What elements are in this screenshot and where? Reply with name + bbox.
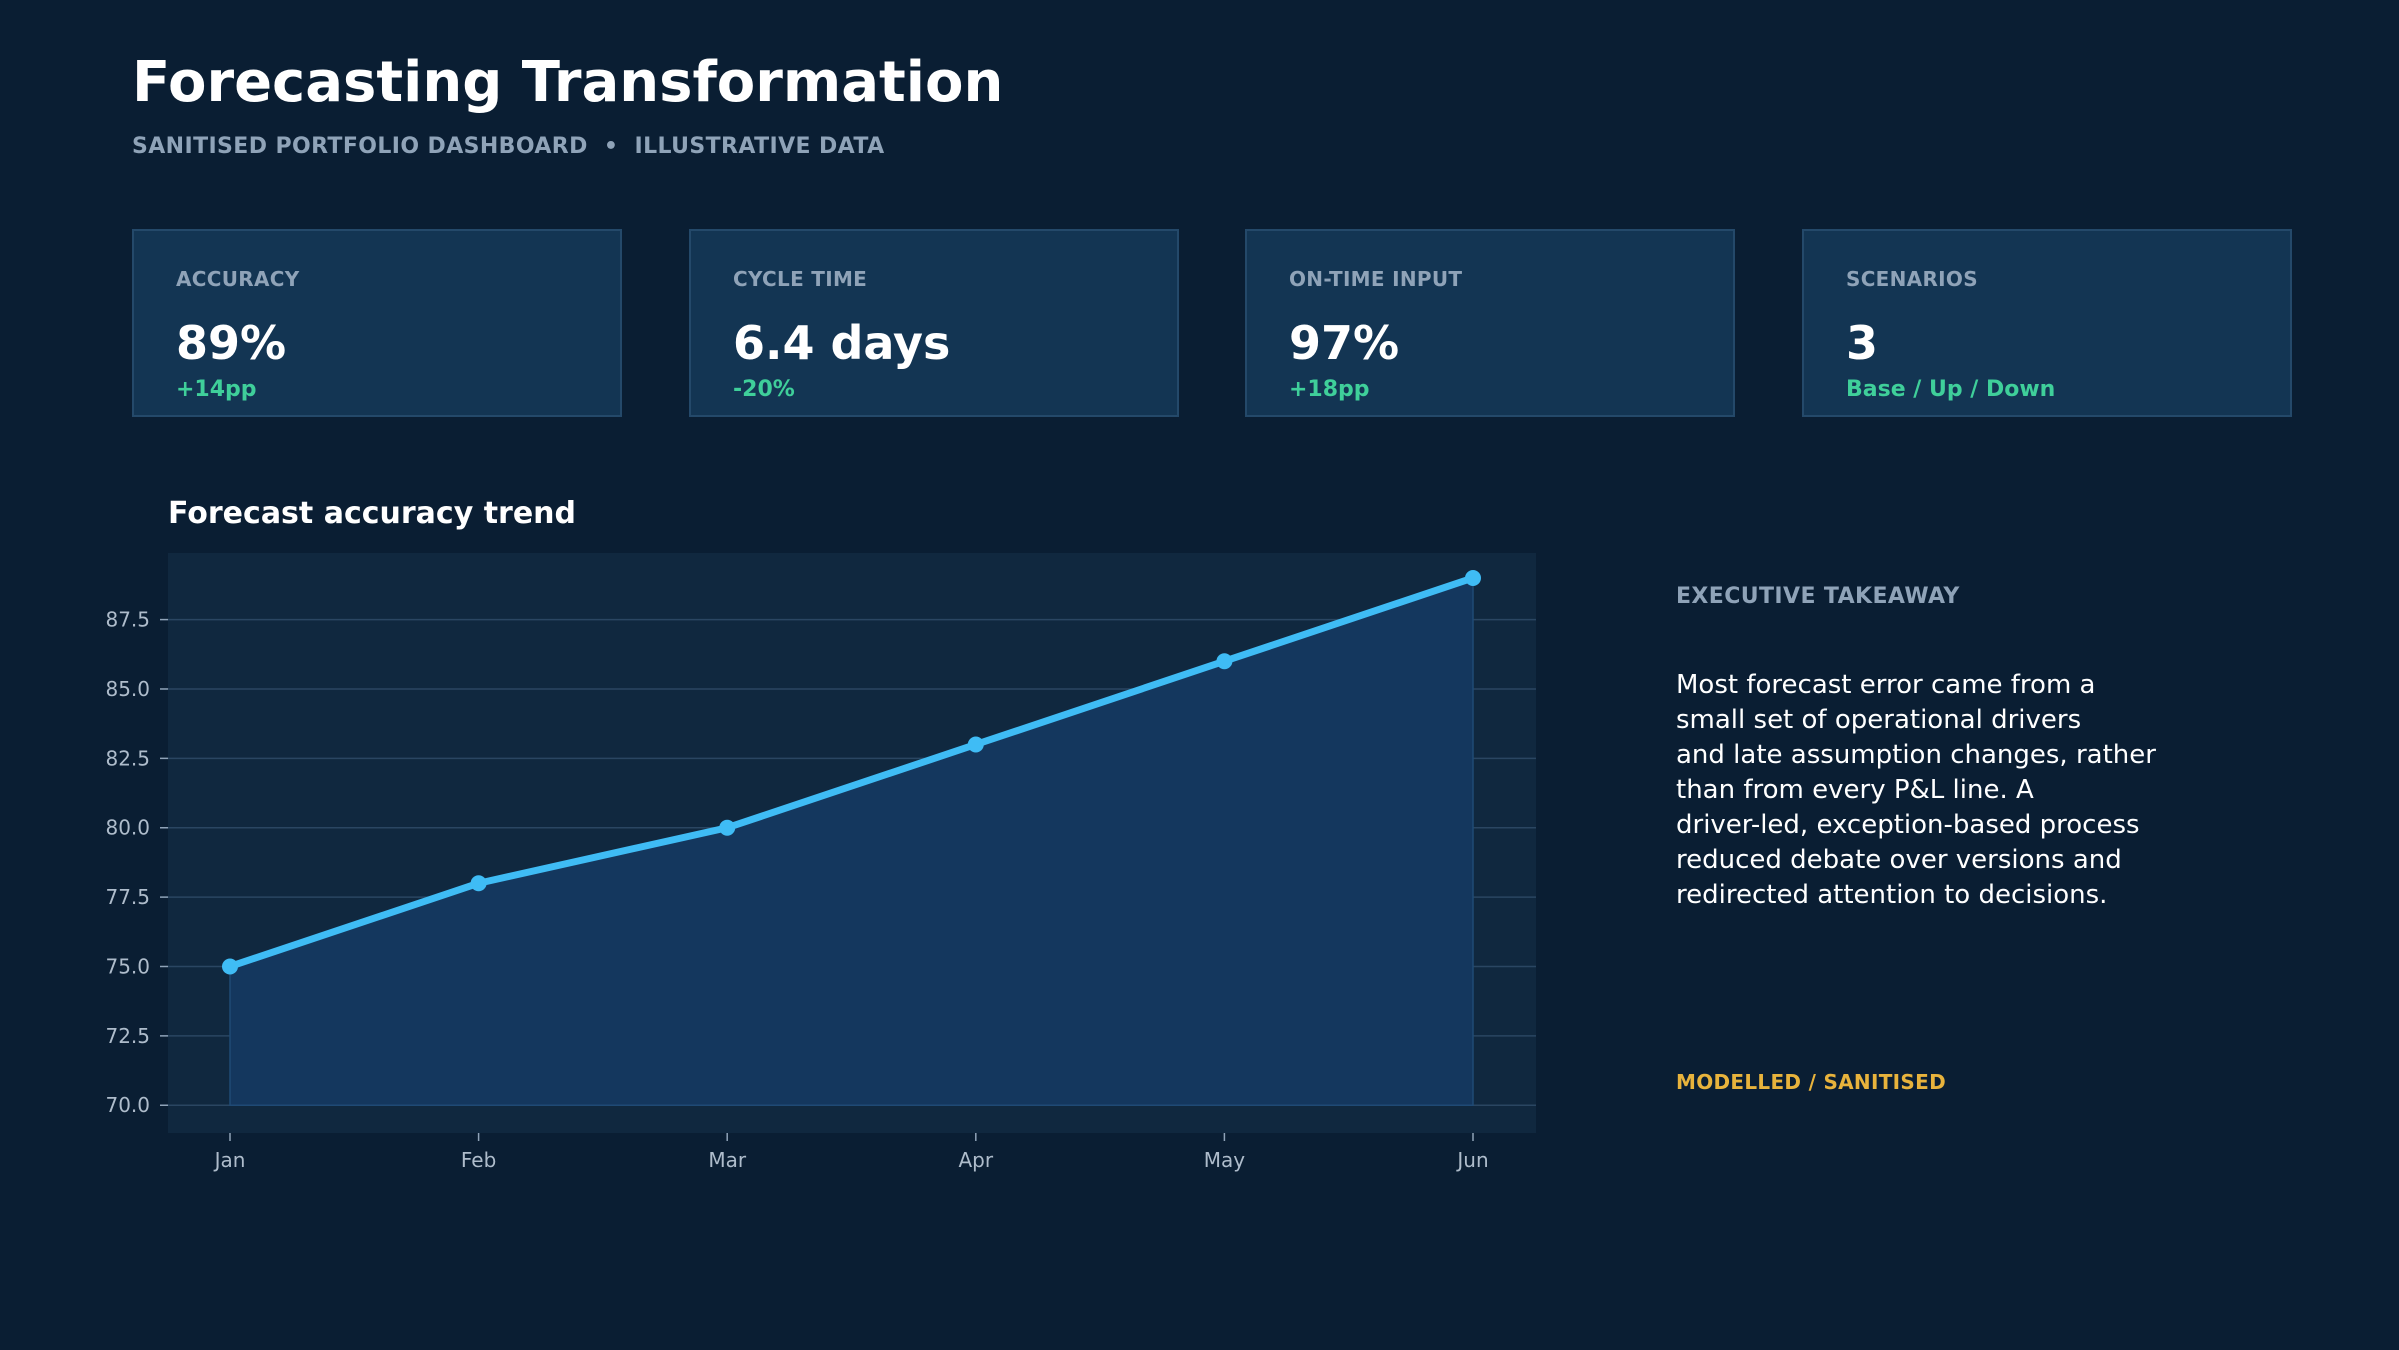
- y-tick-label: 75.0: [105, 954, 150, 978]
- kpi-label: SCENARIOS: [1846, 267, 1978, 291]
- y-axis-ticks: 70.0 72.5 75.0 77.5 80.0 82.5 85.0 87.5: [105, 608, 168, 1117]
- y-tick-label: 85.0: [105, 677, 150, 701]
- data-point: [1216, 653, 1233, 670]
- y-tick-label: 87.5: [105, 608, 150, 632]
- series-line: [228, 574, 1475, 970]
- x-tick-label: Mar: [708, 1148, 747, 1172]
- x-tick-label: May: [1204, 1148, 1246, 1172]
- kpi-delta: +18pp: [1289, 377, 1370, 402]
- kpi-delta: +14pp: [176, 377, 257, 402]
- accuracy-trend-chart: 70.0 72.5 75.0 77.5 80.0 82.5 85.0 87.5 Jan Feb M…: [105, 553, 1536, 1172]
- kpi-value: 6.4 days: [733, 316, 951, 370]
- takeaway-line: and late assumption changes, rather: [1676, 740, 2156, 770]
- page-title: Forecasting Transformation: [132, 50, 1004, 115]
- kpi-label: ON-TIME INPUT: [1289, 267, 1463, 291]
- y-tick-label: 80.0: [105, 816, 150, 840]
- kpi-card-cycle-time: CYCLE TIME 6.4 days -20%: [689, 229, 1179, 417]
- kpi-delta: Base / Up / Down: [1846, 377, 2056, 402]
- kpi-value: 3: [1846, 316, 1879, 370]
- takeaway-text: Most forecast error came from a small se…: [1676, 668, 2196, 913]
- x-tick-label: Jan: [213, 1148, 246, 1172]
- takeaway-line: redirected attention to decisions.: [1676, 880, 2108, 910]
- data-point: [222, 958, 238, 975]
- data-point: [1465, 569, 1481, 586]
- y-tick-label: 82.5: [105, 746, 150, 770]
- x-tick-label: Jun: [1455, 1148, 1488, 1172]
- data-point: [719, 819, 736, 836]
- chart-title: Forecast accuracy trend: [168, 496, 577, 531]
- footnote-badge: MODELLED / SANITISED: [1676, 1070, 1946, 1094]
- takeaway-line: small set of operational drivers: [1676, 705, 2082, 735]
- kpi-card-scenarios: SCENARIOS 3 Base / Up / Down: [1802, 229, 2292, 417]
- takeaway-line: than from every P&L line. A: [1676, 775, 2034, 805]
- data-point: [967, 736, 984, 753]
- takeaway-line: reduced debate over versions and: [1676, 845, 2122, 875]
- takeaway-line: Most forecast error came from a: [1676, 670, 2096, 700]
- y-tick-label: 77.5: [105, 885, 150, 909]
- x-tick-label: Feb: [461, 1148, 496, 1172]
- x-axis-ticks: Jan Feb Mar Apr May Jun: [213, 1133, 1489, 1172]
- kpi-label: CYCLE TIME: [733, 267, 868, 291]
- data-point: [470, 875, 487, 892]
- x-tick-label: Apr: [958, 1148, 993, 1172]
- kpi-value: 97%: [1289, 316, 1400, 370]
- takeaway-label: EXECUTIVE TAKEAWAY: [1676, 584, 1960, 609]
- kpi-label: ACCURACY: [176, 267, 300, 291]
- kpi-delta: -20%: [733, 377, 795, 402]
- y-tick-label: 72.5: [105, 1024, 150, 1048]
- kpi-card-accuracy: ACCURACY 89% +14pp: [132, 229, 622, 417]
- page-subtitle: SANITISED PORTFOLIO DASHBOARD • ILLUSTRA…: [132, 134, 885, 159]
- kpi-value: 89%: [176, 316, 287, 370]
- y-tick-label: 70.0: [105, 1093, 150, 1117]
- data-points: [222, 569, 1481, 975]
- kpi-card-on-time-input: ON-TIME INPUT 97% +18pp: [1245, 229, 1735, 417]
- takeaway-line: driver-led, exception-based process: [1676, 810, 2140, 840]
